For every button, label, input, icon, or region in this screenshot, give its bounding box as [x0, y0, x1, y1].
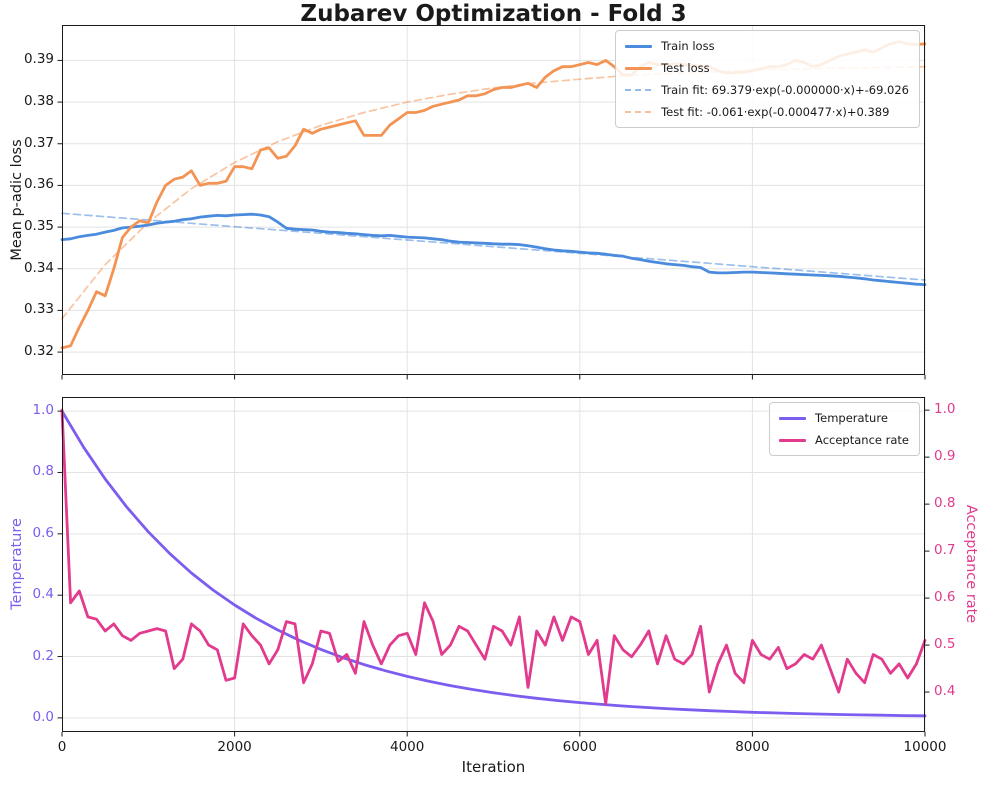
y-tick-label: 0.6	[934, 589, 956, 606]
y-tick-label: 0.33	[23, 301, 54, 318]
y-tick-label: 0.38	[23, 93, 54, 110]
annealing-plot-canvas	[57, 397, 930, 737]
y-tick-label: 0.2	[32, 647, 54, 664]
y-tick-label: 0.8	[934, 495, 956, 512]
legend-label: Acceptance rate	[815, 433, 909, 447]
y-tick-label: 0.4	[32, 586, 54, 603]
y-tick-label: 0.9	[934, 448, 956, 465]
loss-y-axis-label: Mean p-adic loss	[9, 139, 25, 261]
temperature-line-swatch	[779, 416, 807, 420]
y-tick-label: 0.35	[23, 218, 54, 235]
annealing-legend: Temperature Acceptance rate	[769, 402, 920, 456]
x-tick-label: 6000	[562, 739, 597, 755]
y-tick-label: 0.0	[32, 708, 54, 725]
y-tick-label: 0.4	[934, 683, 956, 700]
y-tick-label: 0.32	[23, 343, 54, 360]
legend-item-train-loss: Train loss	[625, 38, 909, 54]
acceptance-y-axis-label: Acceptance rate	[963, 504, 979, 624]
legend-item-acceptance-rate: Acceptance rate	[779, 432, 909, 448]
y-tick-label: 0.8	[32, 463, 54, 480]
legend-label: Train loss	[661, 39, 715, 53]
y-tick-label: 0.7	[934, 542, 956, 559]
y-tick-label: 0.37	[23, 134, 54, 151]
legend-item-test-fit: Test fit: -0.061·exp(-0.000477·x)+0.389	[625, 104, 909, 120]
x-tick-label: 0	[57, 739, 67, 755]
test-loss-line-swatch	[625, 66, 653, 70]
legend-item-temperature: Temperature	[779, 410, 909, 426]
acceptance-rate-line-swatch	[779, 438, 807, 442]
x-tick-label: 8000	[735, 739, 770, 755]
x-axis-label: Iteration	[461, 758, 526, 776]
x-tick-label: 4000	[390, 739, 425, 755]
legend-label: Test fit: -0.061·exp(-0.000477·x)+0.389	[661, 105, 890, 119]
train-fit-line-swatch	[625, 88, 653, 92]
annealing-plot-area: Temperature Acceptance rate	[57, 397, 930, 737]
y-tick-label: 1.0	[934, 401, 956, 418]
y-tick-label: 0.39	[23, 51, 54, 68]
x-tick-label: 10000	[903, 739, 947, 755]
y-tick-label: 0.34	[23, 259, 54, 276]
loss-legend: Train loss Test loss Train fit: 69.379·e…	[615, 30, 920, 128]
legend-label: Test loss	[661, 61, 710, 75]
legend-item-test-loss: Test loss	[625, 60, 909, 76]
loss-plot-area: Train loss Test loss Train fit: 69.379·e…	[57, 25, 927, 380]
legend-label: Temperature	[815, 411, 888, 425]
y-tick-label: 0.6	[32, 524, 54, 541]
x-tick-label: 2000	[217, 739, 252, 755]
legend-item-train-fit: Train fit: 69.379·exp(-0.000000·x)+-69.0…	[625, 82, 909, 98]
train-loss-line-swatch	[625, 44, 653, 48]
legend-label: Train fit: 69.379·exp(-0.000000·x)+-69.0…	[661, 83, 909, 97]
y-tick-label: 1.0	[32, 402, 54, 419]
test-fit-line-swatch	[625, 110, 653, 114]
y-tick-label: 0.36	[23, 176, 54, 193]
chart-title: Zubarev Optimization - Fold 3	[300, 1, 687, 27]
y-tick-label: 0.5	[934, 636, 956, 653]
